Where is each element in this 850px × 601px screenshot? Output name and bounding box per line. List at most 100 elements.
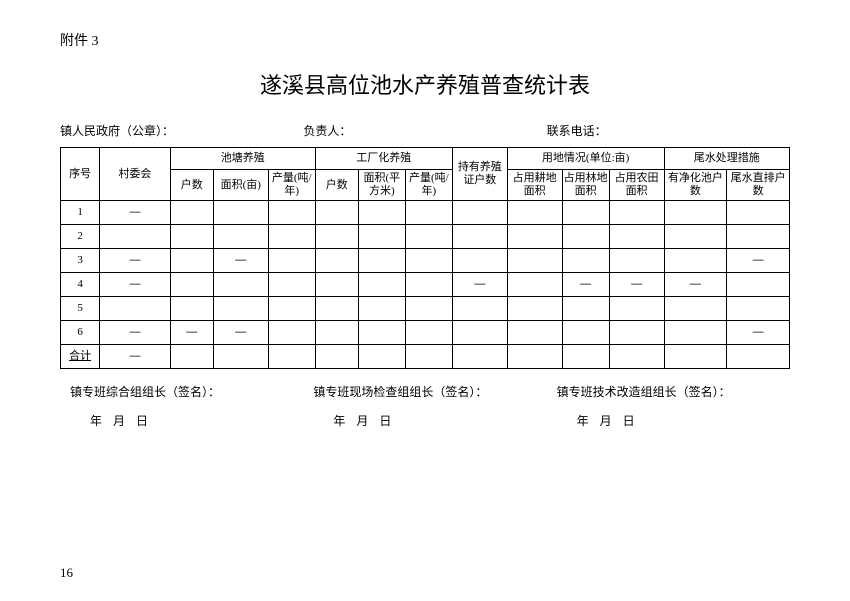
cell xyxy=(664,225,727,249)
cell xyxy=(358,201,405,225)
cell: — xyxy=(452,273,507,297)
cell xyxy=(100,297,171,321)
meta-leader: 负责人： xyxy=(303,122,546,139)
cell xyxy=(405,321,452,345)
cell: — xyxy=(727,249,790,273)
attachment-label: 附件 3 xyxy=(60,30,790,50)
cell: — xyxy=(213,321,268,345)
th-tail-group: 尾水处理措施 xyxy=(664,148,790,170)
cell xyxy=(213,345,268,369)
th-seq: 序号 xyxy=(61,148,100,201)
cell xyxy=(268,225,315,249)
cell: — xyxy=(727,321,790,345)
cell xyxy=(727,201,790,225)
cell xyxy=(405,345,452,369)
cell xyxy=(405,297,452,321)
cell: — xyxy=(213,249,268,273)
page-number: 16 xyxy=(60,565,73,581)
cell-seq: 1 xyxy=(61,201,100,225)
cell xyxy=(315,273,358,297)
th-land-arable: 占用耕地面积 xyxy=(507,170,562,201)
page-title: 遂溪县高位池水产养殖普查统计表 xyxy=(60,68,790,100)
cell xyxy=(452,201,507,225)
cell xyxy=(507,297,562,321)
cell xyxy=(507,201,562,225)
cell xyxy=(562,321,609,345)
th-factory-group: 工厂化养殖 xyxy=(315,148,452,170)
cell: — xyxy=(664,273,727,297)
cell xyxy=(405,201,452,225)
cell xyxy=(507,345,562,369)
sign-2: 镇专班现场检查组组长（签名）： xyxy=(303,383,546,400)
cell xyxy=(268,249,315,273)
cell xyxy=(609,321,664,345)
cell xyxy=(405,273,452,297)
date-row: 年 月 日 年 月 日 年 月 日 xyxy=(60,412,790,429)
cell: — xyxy=(100,321,171,345)
cell xyxy=(664,345,727,369)
survey-table: 序号 村委会 池塘养殖 工厂化养殖 持有养殖证户数 用地情况(单位:亩) 尾水处… xyxy=(60,147,790,369)
cell xyxy=(170,249,213,273)
cell xyxy=(170,225,213,249)
cell xyxy=(507,249,562,273)
cell: — xyxy=(609,273,664,297)
cell xyxy=(358,321,405,345)
cell xyxy=(268,321,315,345)
cell xyxy=(170,273,213,297)
meta-row: 镇人民政府（公章）： 负责人： 联系电话： xyxy=(60,122,790,139)
table-row: 3——— xyxy=(61,249,790,273)
cell-seq: 6 xyxy=(61,321,100,345)
cell xyxy=(727,225,790,249)
cell xyxy=(358,345,405,369)
th-land-forest: 占用林地面积 xyxy=(562,170,609,201)
cell xyxy=(664,249,727,273)
cell xyxy=(170,297,213,321)
cell xyxy=(664,201,727,225)
cell xyxy=(268,297,315,321)
th-pond-group: 池塘养殖 xyxy=(170,148,315,170)
cell xyxy=(315,321,358,345)
cell xyxy=(507,273,562,297)
th-cert: 持有养殖证户数 xyxy=(452,148,507,201)
th-factory-area: 面积(平方米) xyxy=(358,170,405,201)
cell: — xyxy=(100,345,171,369)
cell xyxy=(213,225,268,249)
cell xyxy=(358,297,405,321)
cell xyxy=(452,321,507,345)
th-factory-yield: 产量(吨/年) xyxy=(405,170,452,201)
cell: — xyxy=(100,249,171,273)
table-row: 6———— xyxy=(61,321,790,345)
cell xyxy=(562,249,609,273)
cell xyxy=(562,225,609,249)
sign-3: 镇专班技术改造组组长（签名）： xyxy=(547,383,790,400)
cell xyxy=(405,225,452,249)
date-1: 年 月 日 xyxy=(60,412,303,429)
cell xyxy=(452,249,507,273)
cell xyxy=(315,249,358,273)
cell xyxy=(609,345,664,369)
table-row: 5 xyxy=(61,297,790,321)
table-row: 4————— xyxy=(61,273,790,297)
total-row: 合计— xyxy=(61,345,790,369)
cell xyxy=(315,225,358,249)
cell xyxy=(268,345,315,369)
cell: — xyxy=(170,321,213,345)
meta-gov: 镇人民政府（公章）： xyxy=(60,122,303,139)
meta-phone: 联系电话： xyxy=(547,122,790,139)
th-land-farm: 占用农田面积 xyxy=(609,170,664,201)
cell xyxy=(562,345,609,369)
th-pond-yield: 产量(吨/年) xyxy=(268,170,315,201)
th-land-group: 用地情况(单位:亩) xyxy=(507,148,664,170)
cell xyxy=(609,201,664,225)
cell xyxy=(562,201,609,225)
th-pond-area: 面积(亩) xyxy=(213,170,268,201)
table-row: 1— xyxy=(61,201,790,225)
cell-seq: 4 xyxy=(61,273,100,297)
th-tail-direct: 尾水直排户数 xyxy=(727,170,790,201)
cell xyxy=(727,345,790,369)
cell: — xyxy=(100,201,171,225)
th-factory-hu: 户数 xyxy=(315,170,358,201)
date-2: 年 月 日 xyxy=(303,412,546,429)
cell xyxy=(213,201,268,225)
th-village: 村委会 xyxy=(100,148,171,201)
